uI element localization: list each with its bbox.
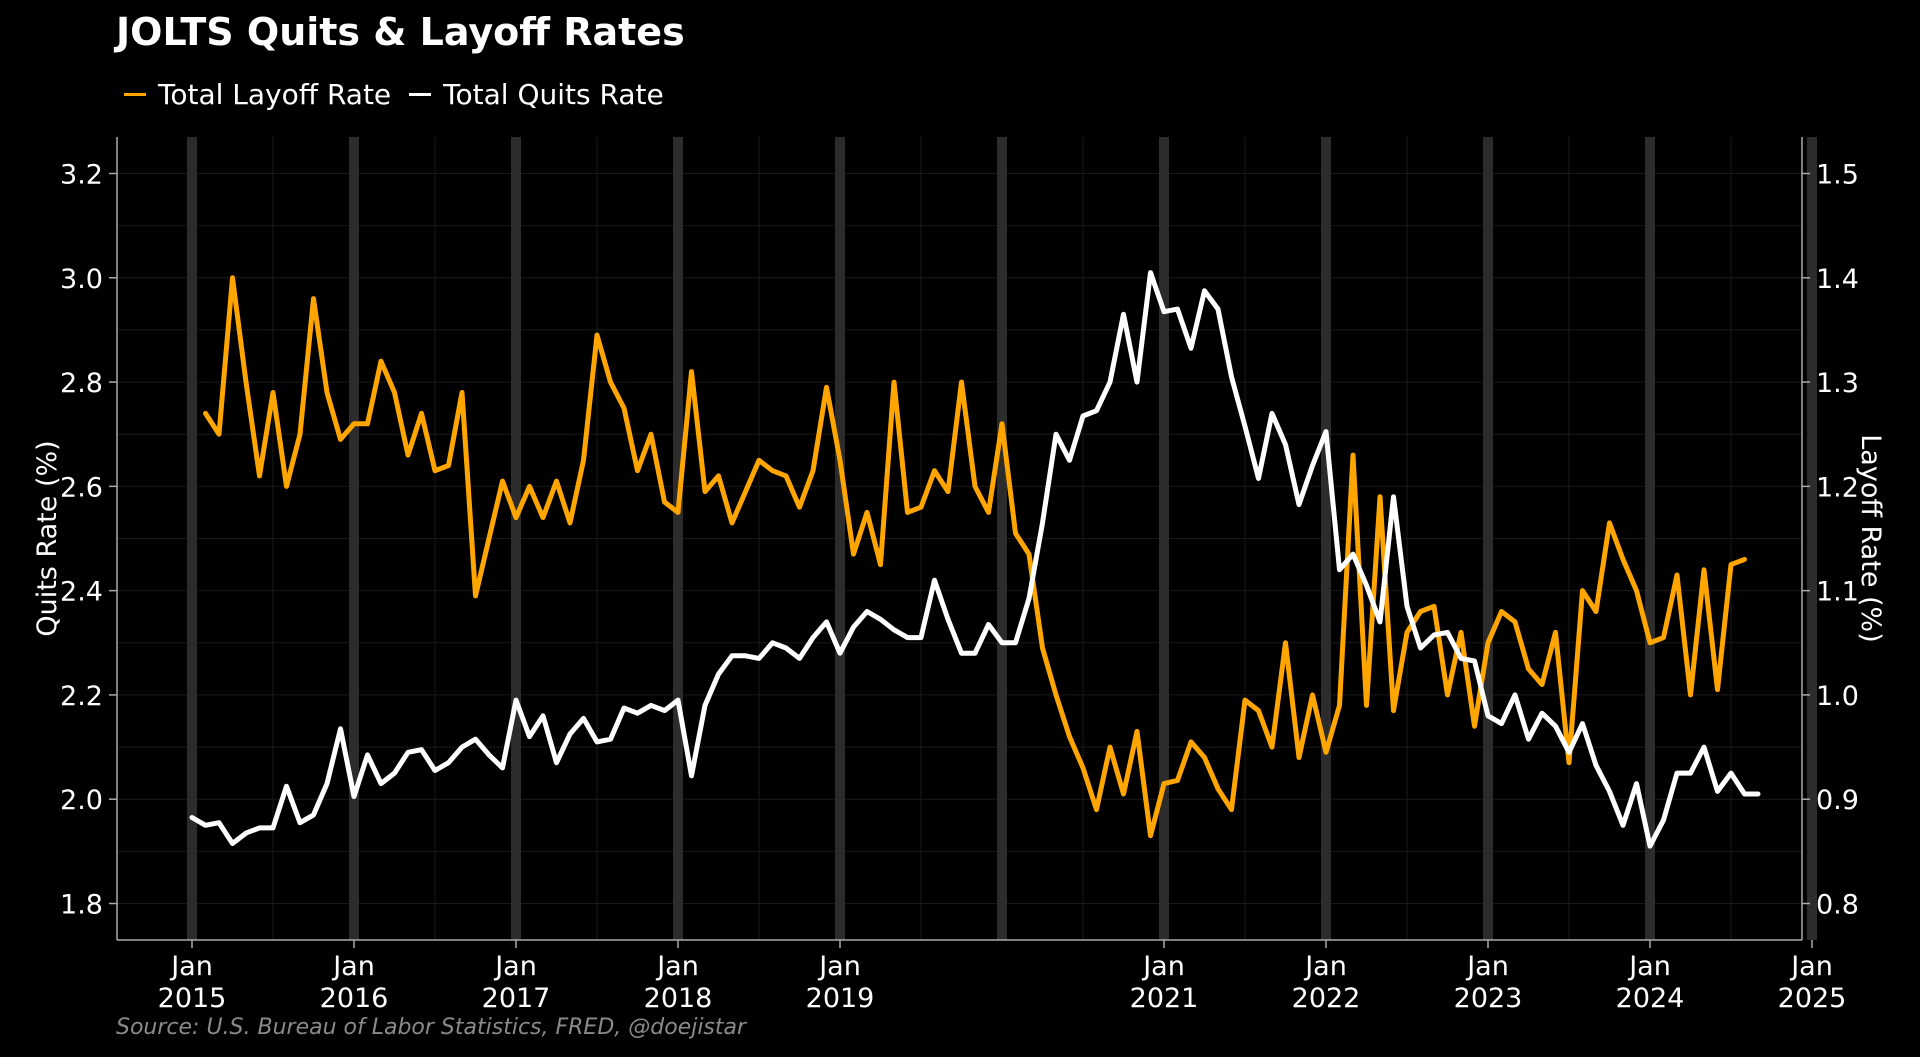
x-tick-label-month: Jan [1141,951,1185,982]
x-tick-label-month: Jan [169,951,213,982]
x-tick-label-year: 2017 [482,983,551,1014]
x-tick-label-month: Jan [817,951,861,982]
x-tick-label-year: 2021 [1130,983,1199,1014]
legend-item-layoff: Total Layoff Rate [124,78,391,111]
series-line-layoff-rate [203,275,1747,839]
x-tick-label-year: 2023 [1454,983,1523,1014]
year-band [673,137,683,940]
year-band [997,137,1007,940]
year-band [187,137,197,940]
year-band [1645,137,1655,940]
x-tick-label-month: Jan [493,951,537,982]
y-left-tick-label: 2.6 [60,472,103,503]
chart-title: JOLTS Quits & Layoff Rates [116,10,685,54]
year-band [1159,137,1169,940]
year-band [511,137,521,940]
legend-label-quits: Total Quits Rate [443,78,664,111]
legend: Total Layoff Rate Total Quits Rate [124,78,682,111]
x-tick-label-month: Jan [1303,951,1347,982]
source-caption: Source: U.S. Bureau of Labor Statistics,… [116,1015,747,1040]
legend-item-quits: Total Quits Rate [409,78,664,111]
x-tick-label-year: 2016 [320,983,389,1014]
y-right-axis-title: Layoff Rate (%) [1855,434,1886,643]
y-left-tick-label: 2.2 [60,681,103,712]
x-tick-label-year: 2022 [1292,983,1361,1014]
y-right-tick-label: 1.1 [1816,577,1859,608]
y-right-tick-label: 1.2 [1816,472,1859,503]
x-tick-label-year: 2019 [806,983,875,1014]
y-left-tick-label: 3.2 [60,160,103,191]
x-tick-label-month: Jan [1789,951,1833,982]
year-band [1483,137,1493,940]
y-left-tick-label: 1.8 [60,890,103,921]
year-band [1807,137,1817,940]
legend-swatch-quits [409,93,432,96]
y-right-tick-label: 1.4 [1816,264,1859,295]
x-tick-label-year: 2015 [158,983,227,1014]
x-tick-label-month: Jan [1627,951,1671,982]
y-left-axis-title: Quits Rate (%) [32,440,63,636]
year-band [835,137,845,940]
year-band [349,137,359,940]
legend-swatch-layoff [124,93,146,96]
y-left-tick-label: 2.4 [60,577,103,608]
y-right-tick-label: 0.9 [1816,785,1859,816]
x-tick-label-month: Jan [1465,951,1509,982]
y-right-tick-label: 1.3 [1816,368,1859,399]
series-line-quits-rate [189,270,1761,849]
year-band [1321,137,1331,940]
y-left-tick-label: 2.0 [60,785,103,816]
y-right-tick-label: 0.8 [1816,890,1859,921]
x-tick-label-year: 2024 [1616,983,1685,1014]
y-right-tick-label: 1.5 [1816,160,1859,191]
y-left-tick-label: 2.8 [60,368,103,399]
legend-label-layoff: Total Layoff Rate [158,78,392,111]
x-tick-label-year: 2025 [1778,983,1847,1014]
y-right-tick-label: 1.0 [1816,681,1859,712]
x-tick-label-year: 2018 [644,983,713,1014]
x-tick-label-month: Jan [331,951,375,982]
y-left-tick-label: 3.0 [60,264,103,295]
x-tick-label-month: Jan [655,951,699,982]
